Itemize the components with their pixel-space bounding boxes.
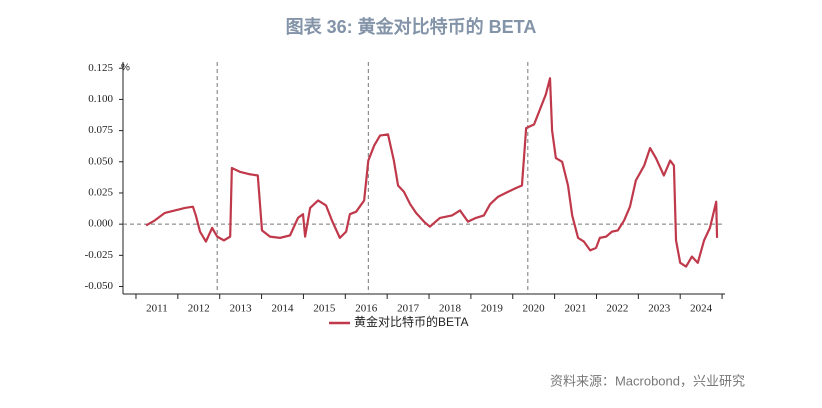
x-tick-label: 2013 [230, 303, 253, 315]
x-tick-label: 2014 [272, 303, 295, 315]
x-tick-label: 2012 [188, 303, 210, 315]
chart-title: 图表 36: 黄金对比特币的 BETA [286, 16, 537, 37]
line-series [145, 77, 719, 268]
x-tick-label: 2023 [648, 303, 671, 315]
x-tick-label: 2018 [439, 303, 462, 315]
x-tick-label: 2024 [690, 303, 713, 315]
x-tick-label: 2011 [146, 303, 168, 315]
y-tick-label: 0.050 [88, 155, 113, 167]
y-tick-label: 0.100 [88, 93, 113, 105]
x-tick-label: 2022 [606, 303, 628, 315]
y-tick-label: -0.050 [85, 280, 114, 292]
x-tick-label: 2015 [313, 303, 336, 315]
y-unit: % [121, 63, 130, 74]
y-tick-label: -0.025 [85, 249, 114, 261]
x-tick-label: 2017 [397, 303, 420, 315]
y-tick-label: 0.025 [88, 186, 113, 198]
x-tick-label: 2021 [565, 303, 587, 315]
x-tick-label: 2020 [523, 303, 546, 315]
x-tick-label: 2019 [481, 303, 504, 315]
legend-label: 黄金对比特币的BETA [354, 314, 468, 329]
x-tick-label: 2016 [355, 303, 378, 315]
y-tick-label: 0.125 [88, 62, 113, 74]
y-tick-label: 0.000 [88, 218, 113, 230]
source-note: 资料来源：Macrobond，兴业研究 [550, 373, 745, 388]
y-tick-label: 0.075 [88, 124, 113, 136]
